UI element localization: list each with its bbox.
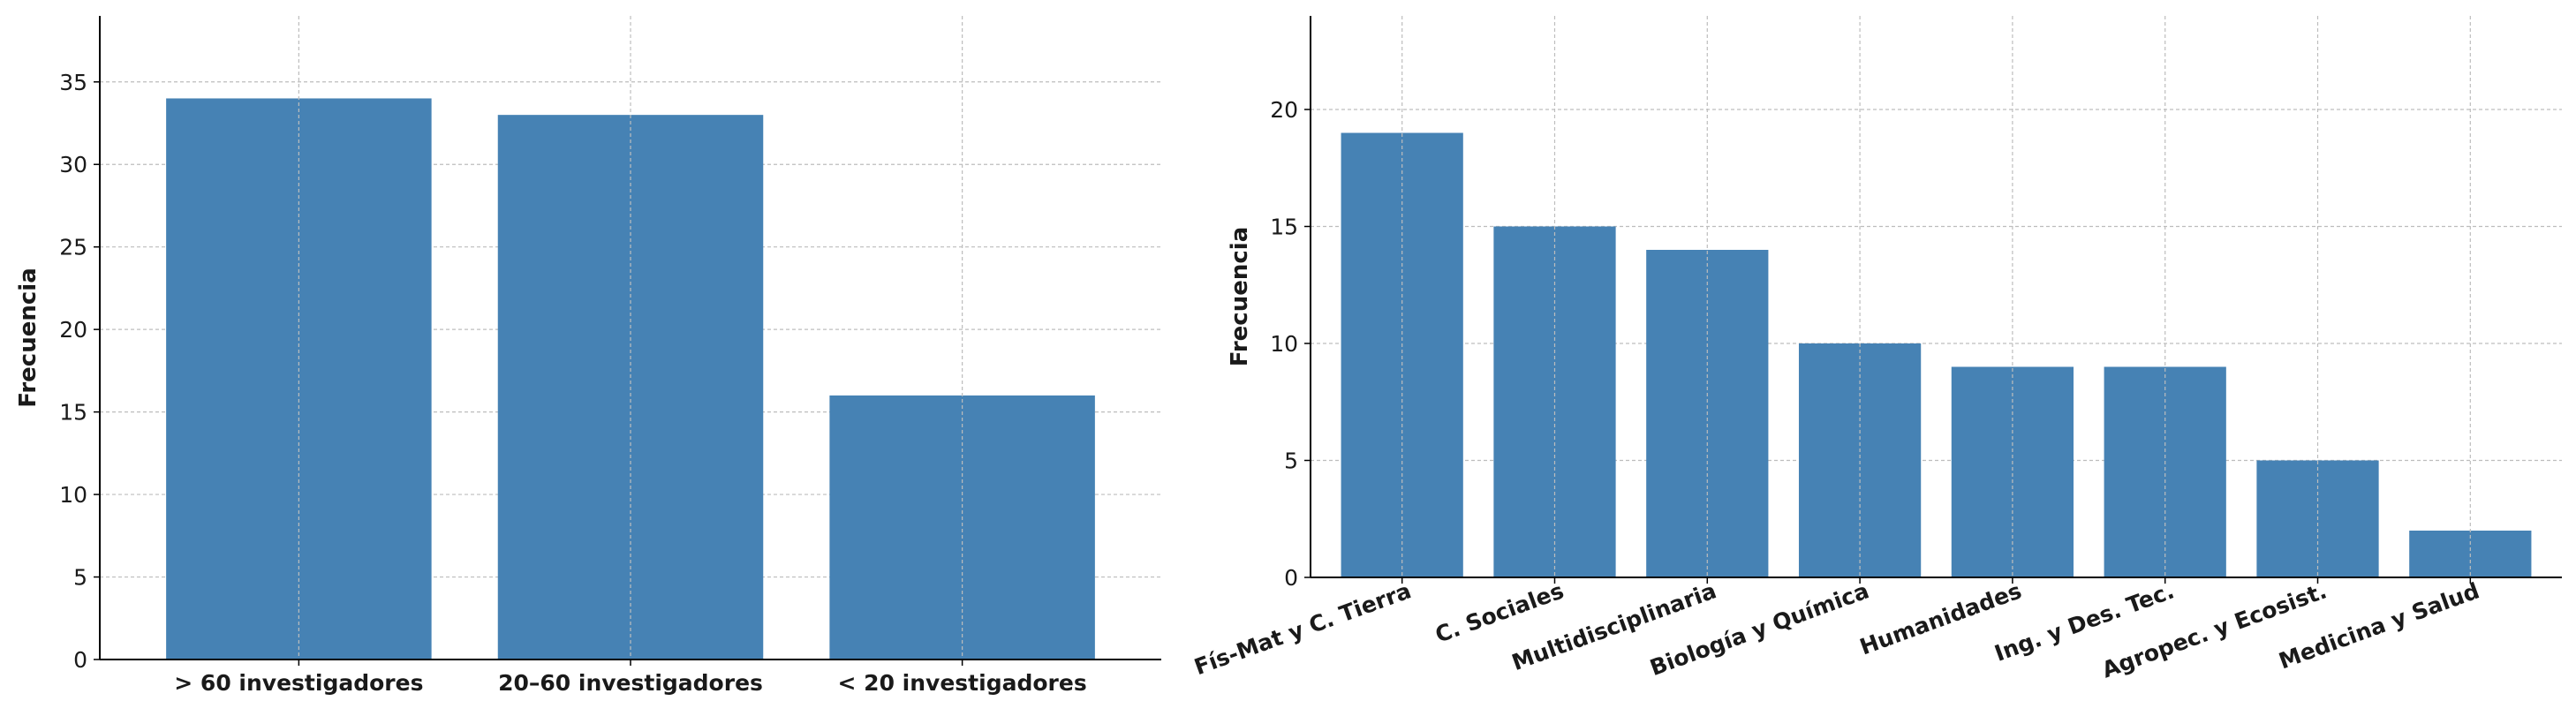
y-tick-label: 10 bbox=[1270, 331, 1298, 357]
y-axis-title: Frecuencia bbox=[1227, 227, 1253, 367]
y-axis-title: Frecuencia bbox=[15, 268, 42, 408]
bar bbox=[1341, 132, 1463, 577]
x-category-label: < 20 investigadores bbox=[838, 670, 1087, 696]
x-category-label: > 60 investigadores bbox=[174, 670, 423, 696]
y-tick-label: 0 bbox=[73, 647, 87, 673]
y-tick-label: 15 bbox=[59, 400, 87, 426]
bar bbox=[829, 395, 1095, 660]
bar bbox=[2104, 366, 2226, 577]
y-tick-label: 5 bbox=[1284, 448, 1298, 474]
y-tick-label: 20 bbox=[59, 317, 87, 343]
chart-research-group-size: 0 5 10 15 20 25 30 35 > 60 investigadores 20–60 i… bbox=[15, 16, 1161, 696]
y-tick-label: 30 bbox=[59, 152, 87, 177]
y-tick-label: 10 bbox=[59, 482, 87, 508]
y-tick-label: 15 bbox=[1270, 215, 1298, 240]
x-category-label: Fís-Mat y C. Tierra bbox=[1190, 577, 1414, 680]
y-tick-label: 35 bbox=[59, 70, 87, 95]
bar bbox=[1951, 366, 2074, 577]
y-tick-label: 0 bbox=[1284, 565, 1298, 591]
y-tick-label: 5 bbox=[73, 565, 87, 591]
x-category-label: 20–60 investigadores bbox=[498, 670, 763, 696]
y-tick-label: 20 bbox=[1270, 97, 1298, 123]
y-tick-label: 25 bbox=[59, 235, 87, 260]
